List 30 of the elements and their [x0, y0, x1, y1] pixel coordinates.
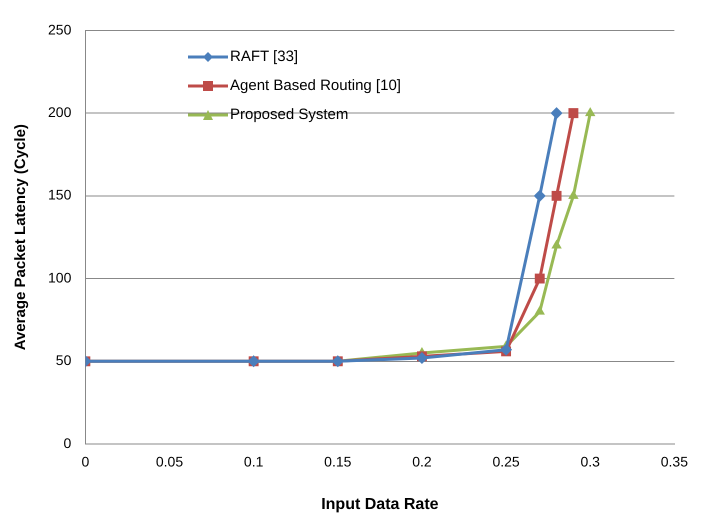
y-tick-label: 100	[48, 269, 72, 286]
point	[552, 190, 562, 201]
y-tick-label: 200	[48, 104, 72, 120]
point	[500, 344, 512, 356]
x-tick-label: 0.15	[324, 453, 352, 470]
y-tick-label: 50	[56, 352, 72, 368]
point	[534, 274, 545, 284]
point	[534, 306, 545, 315]
x-tick-label: 0.25	[492, 453, 520, 470]
legend-label: Agent Based Routing [10]	[230, 77, 401, 94]
point	[550, 107, 563, 120]
x-tick-label: 0.1	[244, 453, 264, 470]
point	[416, 352, 428, 364]
y-tick-label: 250	[48, 21, 72, 38]
point	[585, 107, 596, 116]
legend-label: RAFT [33]	[230, 48, 298, 65]
point	[551, 239, 562, 248]
x-axis-title: Input Data Rate	[321, 496, 439, 513]
legend-label: Proposed System	[230, 106, 348, 123]
point	[534, 190, 546, 202]
y-tick-label: 150	[48, 186, 72, 203]
x-tick-label: 0.05	[156, 453, 184, 470]
x-tick-label: 0.35	[660, 453, 688, 470]
x-tick-label: 0.3	[580, 453, 600, 470]
x-tick-label: 0	[81, 453, 90, 470]
y-tick-label: 0	[64, 434, 72, 451]
x-tick-label: 0.2	[412, 453, 432, 470]
point	[568, 190, 579, 199]
y-axis-title: Average Packet Latency (Cycle)	[12, 124, 30, 350]
point	[568, 108, 578, 118]
